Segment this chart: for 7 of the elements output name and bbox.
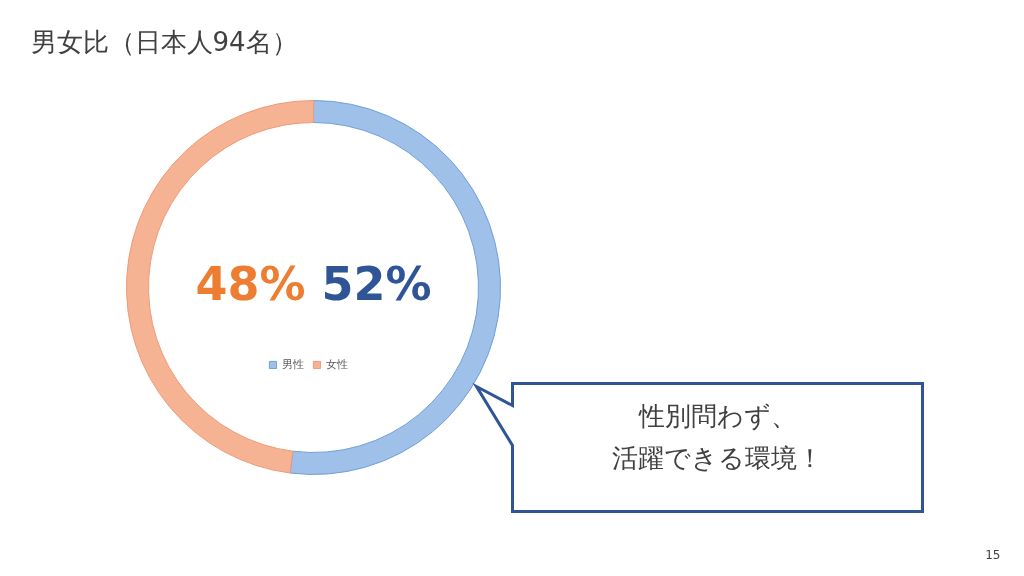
legend-label: 男性 bbox=[282, 357, 304, 372]
chart-title: 男女比（日本人94名） bbox=[30, 26, 298, 57]
text: 性別問わず、活躍できる環境！ bbox=[612, 400, 823, 473]
text: 15 bbox=[985, 547, 1001, 562]
legend-label: 女性 bbox=[326, 357, 348, 372]
data-label: 52% bbox=[321, 256, 432, 311]
data-label: 48% bbox=[195, 256, 306, 311]
